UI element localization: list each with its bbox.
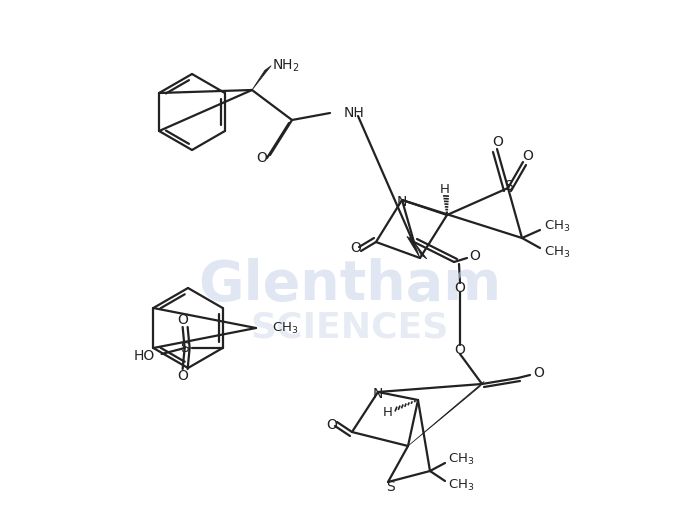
Text: O: O	[326, 418, 338, 432]
Text: CH$_3$: CH$_3$	[448, 477, 475, 492]
Text: O: O	[493, 135, 503, 149]
Text: N: N	[373, 387, 383, 401]
Text: CH$_3$: CH$_3$	[544, 218, 571, 233]
Polygon shape	[408, 381, 484, 446]
Text: NH: NH	[344, 106, 365, 120]
Text: O: O	[523, 149, 533, 163]
Text: NH$_2$: NH$_2$	[272, 58, 300, 74]
Text: O: O	[351, 241, 361, 255]
Text: H: H	[440, 183, 450, 196]
Text: O: O	[257, 151, 267, 165]
Text: O: O	[177, 313, 188, 327]
Text: Glentham: Glentham	[198, 258, 502, 312]
Text: HO: HO	[134, 349, 155, 363]
Polygon shape	[414, 242, 427, 259]
Polygon shape	[252, 66, 271, 90]
Polygon shape	[407, 237, 420, 258]
Text: H: H	[383, 406, 393, 419]
Text: S: S	[504, 179, 512, 193]
Text: O: O	[454, 281, 466, 295]
Text: O: O	[177, 369, 188, 383]
Text: CH$_3$: CH$_3$	[544, 244, 571, 259]
Text: N: N	[397, 195, 407, 209]
Text: CH$_3$: CH$_3$	[448, 451, 475, 466]
Text: SCIENCES: SCIENCES	[251, 311, 449, 345]
Text: O: O	[533, 366, 544, 380]
Text: O: O	[454, 343, 466, 357]
Text: O: O	[469, 249, 480, 263]
Text: CH$_3$: CH$_3$	[272, 320, 299, 335]
Text: S: S	[180, 341, 189, 355]
Text: S: S	[386, 480, 395, 494]
